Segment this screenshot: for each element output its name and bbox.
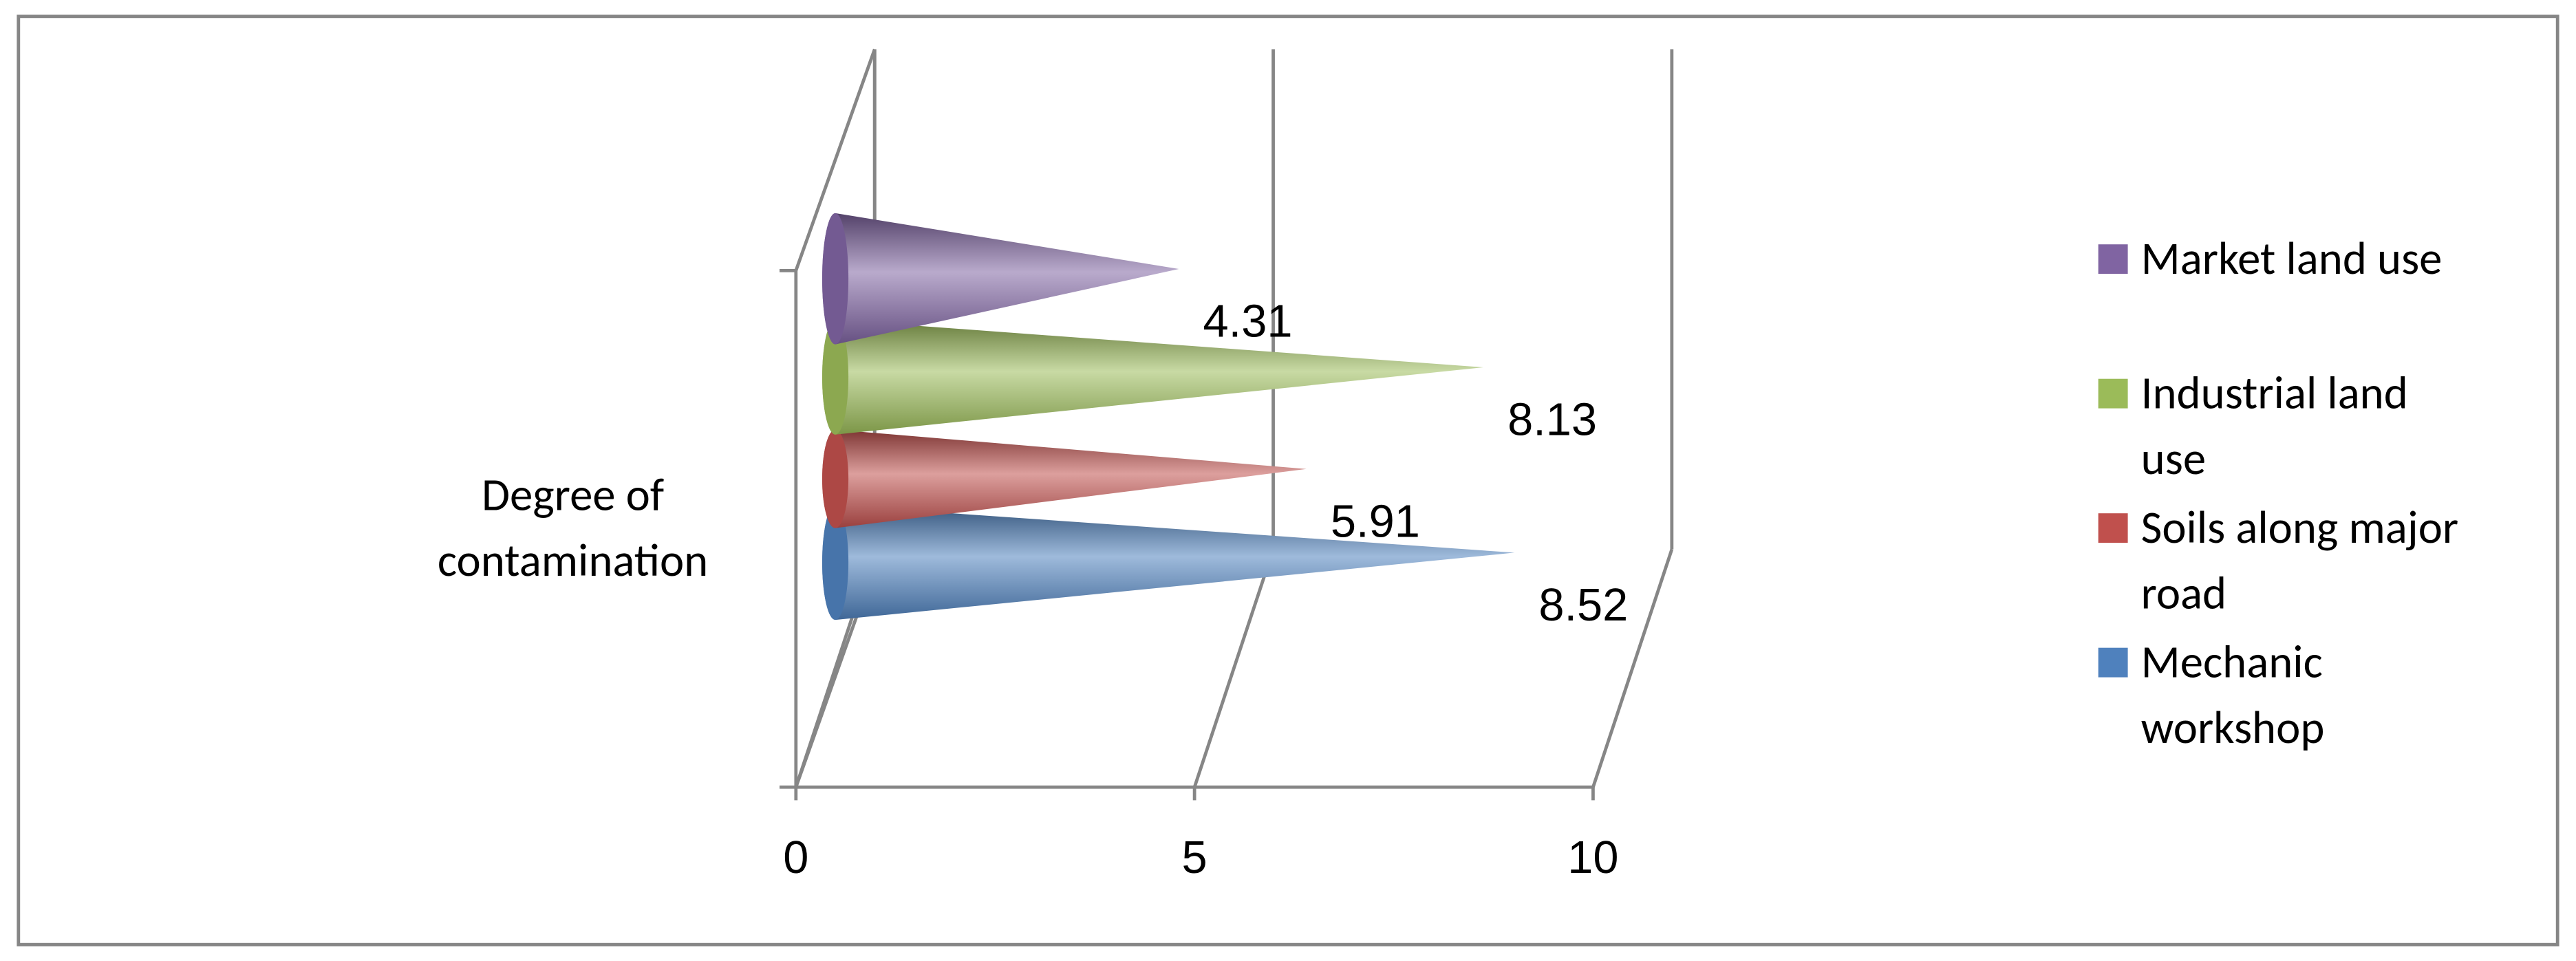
cone — [822, 429, 1307, 528]
cone — [822, 505, 1515, 620]
legend-label-box: Soils along major road — [2140, 498, 2459, 622]
legend-swatch — [2098, 378, 2128, 409]
floor-grid-line — [1192, 548, 1275, 788]
data-label: 8.13 — [1507, 395, 1597, 446]
cone-base — [822, 505, 849, 620]
legend-label-box: Industrial land use — [2140, 364, 2408, 488]
data-label: 4.31 — [1203, 296, 1293, 347]
cone-base — [822, 319, 849, 435]
data-label: 5.91 — [1331, 496, 1420, 547]
category-label-box: Degree of contamination — [437, 466, 709, 589]
x-tick-label: 10 — [1567, 832, 1618, 883]
floor-grid-line — [1591, 548, 1674, 788]
legend-swatch — [2098, 513, 2128, 543]
legend-label: Mechanic workshop — [2140, 633, 2325, 757]
cone-base — [822, 429, 849, 528]
legend-label-box: Mechanic workshop — [2140, 633, 2325, 757]
x-tick-label: 5 — [1182, 832, 1208, 883]
cone — [822, 213, 1179, 345]
wall-edge — [794, 48, 877, 272]
chart-border — [17, 14, 2559, 947]
legend-label: Soils along major road — [2140, 498, 2459, 622]
category-label: Degree of contamination — [437, 466, 709, 589]
legend-swatch — [2098, 244, 2128, 274]
legend-label: Market land use — [2140, 229, 2443, 288]
data-label: 8.52 — [1538, 580, 1628, 631]
legend-swatch — [2098, 647, 2128, 678]
legend-label-box: Market land use — [2140, 229, 2443, 288]
legend-label: Industrial land use — [2140, 364, 2408, 488]
x-tick-label: 0 — [783, 832, 808, 883]
cone — [822, 319, 1483, 435]
cone-base — [822, 213, 849, 345]
